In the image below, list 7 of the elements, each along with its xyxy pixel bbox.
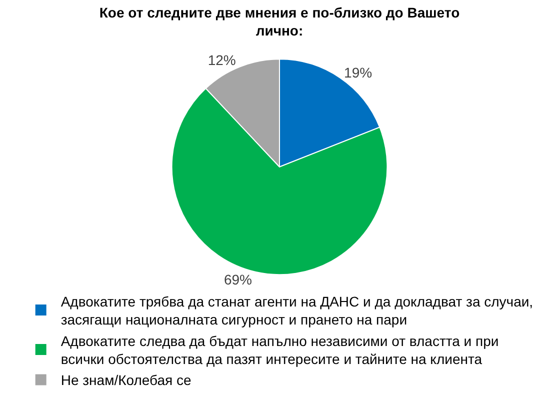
- data-label: 12%: [208, 52, 236, 68]
- legend-label: Адвокатите трябва да станат агенти на ДАНС и да докладват за случаи, засягащи националната сигурност и прането на пари: [60, 293, 534, 328]
- legend-label: Не знам/Колебая се: [60, 372, 192, 388]
- legend-label: Адвокатите следва да бъдат напълно независими от властта и при всички обстоятелства да пазят интересите и тайните на клиента: [60, 332, 499, 368]
- data-label: 69%: [224, 272, 252, 288]
- data-label: 19%: [344, 64, 372, 80]
- chart-title: Кое от следните две мнения е по-близко до Вашето лично:: [99, 4, 460, 39]
